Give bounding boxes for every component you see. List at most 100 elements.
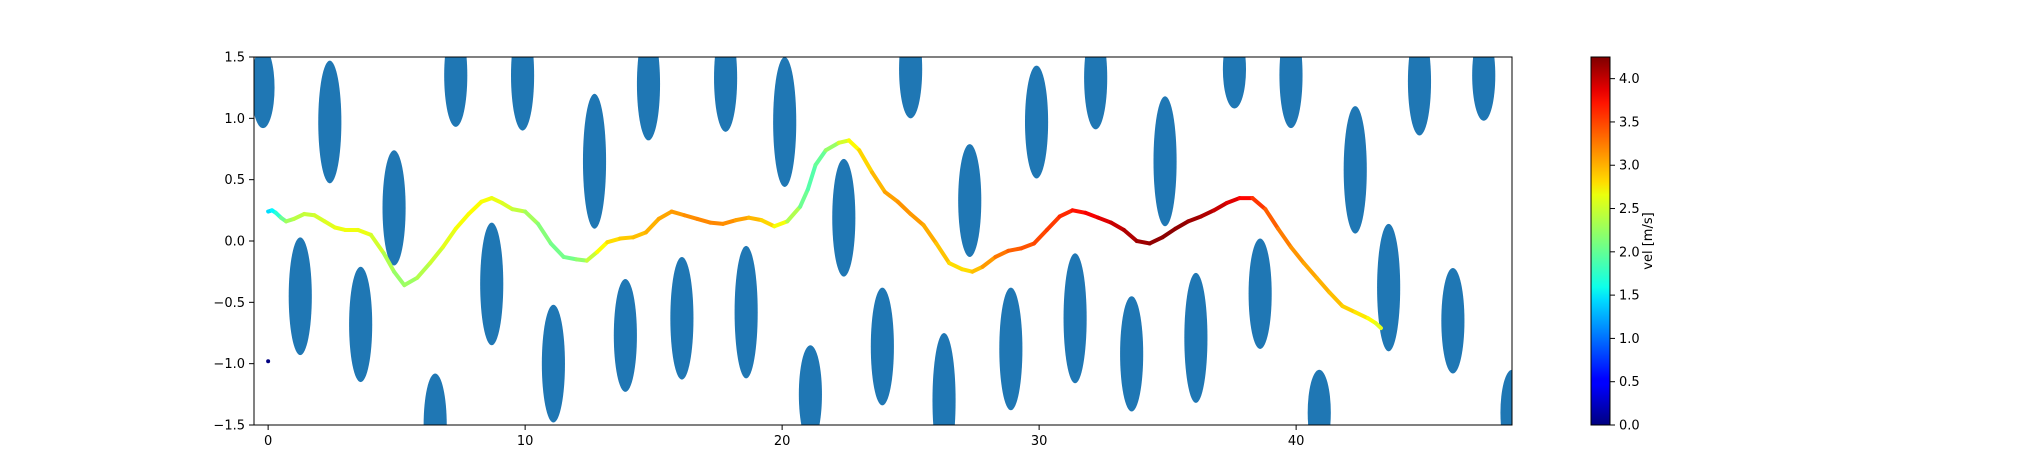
trajectory-segment: [392, 269, 407, 288]
trajectory-segment: [1019, 241, 1036, 251]
colorbar-tick-label: 4.0: [1619, 72, 1640, 87]
colorbar-label: vel [m/s]: [1641, 212, 1656, 269]
trajectory-segment: [870, 170, 887, 194]
trajectory-segment: [415, 261, 433, 280]
trajectory-segment: [669, 209, 687, 218]
trajectory-segment: [402, 275, 420, 288]
y-tick-label: 0.0: [224, 235, 245, 250]
trajectory-segment: [466, 199, 484, 217]
trajectory-segment: [733, 215, 751, 223]
obstacle-ellipse: [734, 245, 758, 379]
y-tick-label: −1.0: [213, 357, 245, 372]
colorbar-tick-label: 3.5: [1619, 115, 1640, 130]
obstacle-ellipse: [613, 279, 637, 392]
trajectory-segment: [785, 204, 803, 224]
colorbar-gradient: [1590, 56, 1611, 426]
trajectory-segment: [882, 189, 900, 204]
trajectory-segment: [1301, 261, 1319, 280]
trajectory-segment: [857, 148, 875, 175]
trajectory-segment: [428, 245, 445, 266]
trajectory-segment: [695, 216, 713, 225]
obstacle-ellipse: [582, 93, 607, 229]
trajectory-segment: [1044, 214, 1062, 232]
obstacle-ellipse: [1063, 253, 1087, 384]
trajectory-segment: [746, 215, 764, 223]
trajectory-segment: [947, 261, 965, 272]
trajectory-segment: [523, 209, 540, 226]
trajectory-segment: [1070, 208, 1088, 215]
obstacle-ellipse: [670, 256, 694, 380]
trajectory-segment: [453, 212, 471, 231]
colorbar: 0.0 0.5 1.0 1.5 2.0 2.5 3.0 3.5 4.0 vel [m/s]: [1590, 56, 1656, 434]
obstacle-ellipse: [382, 150, 406, 266]
trajectory-segment: [381, 251, 397, 274]
trajectory-segment: [656, 209, 674, 221]
obstacle-ellipse: [1472, 57, 1496, 121]
obstacle-ellipse: [1184, 272, 1208, 403]
trajectory-segment: [1057, 208, 1075, 219]
y-tick-label: −1.5: [213, 419, 245, 434]
trajectory-segment: [368, 232, 386, 256]
trajectory-segment: [1006, 246, 1024, 253]
trajectory-segment: [535, 221, 553, 246]
trajectory-segment: [1160, 226, 1178, 240]
trajectory-segment: [1186, 214, 1204, 224]
colorbar-tick-label: 1.5: [1619, 289, 1640, 304]
trajectory-segment: [980, 254, 998, 269]
obstacle-ellipse: [999, 287, 1023, 411]
trajectory-segment: [798, 187, 810, 209]
obstacle-ellipse: [480, 222, 504, 346]
colorbar-ticks: 0.0 0.5 1.0 1.5 2.0 2.5 3.0 3.5 4.0: [1610, 72, 1640, 434]
trajectory-segment: [1134, 239, 1152, 246]
obstacle-ellipse: [798, 345, 822, 425]
trajectory-segment: [510, 207, 528, 214]
colorbar-tick-label: 0.5: [1619, 375, 1640, 390]
trajectory-segment: [846, 138, 862, 153]
x-tick-label: 40: [1288, 434, 1305, 449]
obstacle-ellipse: [1441, 267, 1465, 374]
obstacle-ellipse: [1500, 369, 1512, 425]
trajectory-segment: [1250, 196, 1268, 212]
obstacle-ellipse: [958, 144, 982, 257]
obstacle-ellipse: [254, 57, 275, 129]
obstacle-ellipse: [318, 60, 342, 184]
data-point: [266, 359, 271, 364]
obstacle-ellipse: [444, 57, 468, 127]
trajectory-segment: [1109, 220, 1126, 232]
obstacle-ellipse: [932, 333, 956, 425]
trajectory-segment: [1353, 310, 1371, 321]
obstacle-ellipse: [541, 304, 565, 423]
trajectory-segment: [1031, 227, 1049, 246]
obstacle-ellipse: [636, 57, 661, 141]
y-axis: −1.5 −1.0 −0.5 0.0 0.5 1.0 1.5: [213, 51, 254, 434]
obstacle-ellipse: [714, 57, 738, 132]
obstacle-ellipse: [1307, 369, 1331, 425]
y-tick-label: 0.5: [224, 173, 245, 188]
trajectory-segment: [1288, 245, 1306, 266]
obstacle-ellipse: [1120, 296, 1144, 412]
obstacle-ellipse: [423, 373, 447, 425]
trajectory-segment: [1211, 200, 1229, 213]
trajectory-segment: [934, 241, 952, 266]
obstacles: [254, 57, 1512, 425]
colorbar-tick-label: 1.0: [1619, 332, 1640, 347]
trajectory-segment: [605, 236, 623, 245]
trajectory-segment: [813, 148, 828, 167]
obstacle-ellipse: [773, 57, 797, 188]
trajectory-segment: [1224, 196, 1242, 205]
trajectory-segment: [1314, 275, 1332, 295]
trajectory-segment: [1147, 235, 1165, 246]
trajectory: [266, 138, 1383, 331]
obstacle-ellipse: [1024, 65, 1049, 179]
obstacle-ellipse: [1084, 57, 1108, 130]
y-tick-label: 1.5: [224, 51, 245, 66]
trajectory-segment: [682, 213, 700, 221]
trajectory-segment: [548, 241, 566, 259]
trajectory-segment: [708, 220, 726, 226]
trajectory-segment: [1199, 208, 1216, 219]
trajectory-segment: [1327, 290, 1345, 309]
trajectory-segment: [895, 199, 913, 217]
trajectory-segment: [1340, 304, 1358, 315]
trajectory-segment: [643, 216, 661, 235]
trajectory-segment: [721, 218, 738, 226]
